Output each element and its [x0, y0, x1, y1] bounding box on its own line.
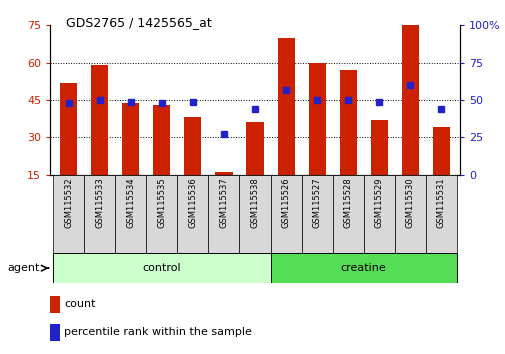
- Bar: [146, 175, 177, 253]
- Text: GSM115531: GSM115531: [436, 177, 445, 228]
- Bar: [122, 103, 139, 175]
- Bar: [332, 175, 363, 253]
- Text: GSM115526: GSM115526: [281, 177, 290, 228]
- Text: agent: agent: [8, 263, 40, 273]
- Bar: [270, 175, 301, 253]
- Bar: [239, 175, 270, 253]
- Bar: [425, 175, 456, 253]
- Text: GSM115529: GSM115529: [374, 177, 383, 228]
- Bar: [53, 253, 270, 283]
- Text: GSM115538: GSM115538: [250, 177, 259, 228]
- Bar: [184, 118, 201, 175]
- Bar: [215, 172, 232, 175]
- Text: GSM115528: GSM115528: [343, 177, 352, 228]
- Bar: [301, 175, 332, 253]
- Bar: [115, 175, 146, 253]
- Bar: [177, 175, 208, 253]
- Bar: [208, 175, 239, 253]
- Text: GSM115537: GSM115537: [219, 177, 228, 228]
- Text: GSM115533: GSM115533: [95, 177, 104, 228]
- Bar: [246, 122, 263, 175]
- Text: GSM115530: GSM115530: [405, 177, 414, 228]
- Text: control: control: [142, 263, 181, 273]
- Text: count: count: [64, 299, 96, 309]
- Text: GSM115527: GSM115527: [312, 177, 321, 228]
- Bar: [308, 63, 325, 175]
- Bar: [401, 25, 418, 175]
- Text: GSM115534: GSM115534: [126, 177, 135, 228]
- Bar: [270, 253, 456, 283]
- Text: GSM115535: GSM115535: [157, 177, 166, 228]
- Bar: [339, 70, 356, 175]
- Bar: [277, 38, 294, 175]
- Bar: [84, 175, 115, 253]
- Text: creatine: creatine: [340, 263, 386, 273]
- Bar: [50, 296, 60, 313]
- Bar: [60, 82, 77, 175]
- Bar: [370, 120, 387, 175]
- Text: GDS2765 / 1425565_at: GDS2765 / 1425565_at: [66, 16, 211, 29]
- Text: GSM115532: GSM115532: [64, 177, 73, 228]
- Bar: [363, 175, 394, 253]
- Text: GSM115536: GSM115536: [188, 177, 197, 228]
- Bar: [50, 324, 60, 341]
- Bar: [153, 105, 170, 175]
- Text: percentile rank within the sample: percentile rank within the sample: [64, 327, 252, 337]
- Bar: [432, 127, 449, 175]
- Bar: [394, 175, 425, 253]
- Bar: [53, 175, 84, 253]
- Bar: [91, 65, 108, 175]
